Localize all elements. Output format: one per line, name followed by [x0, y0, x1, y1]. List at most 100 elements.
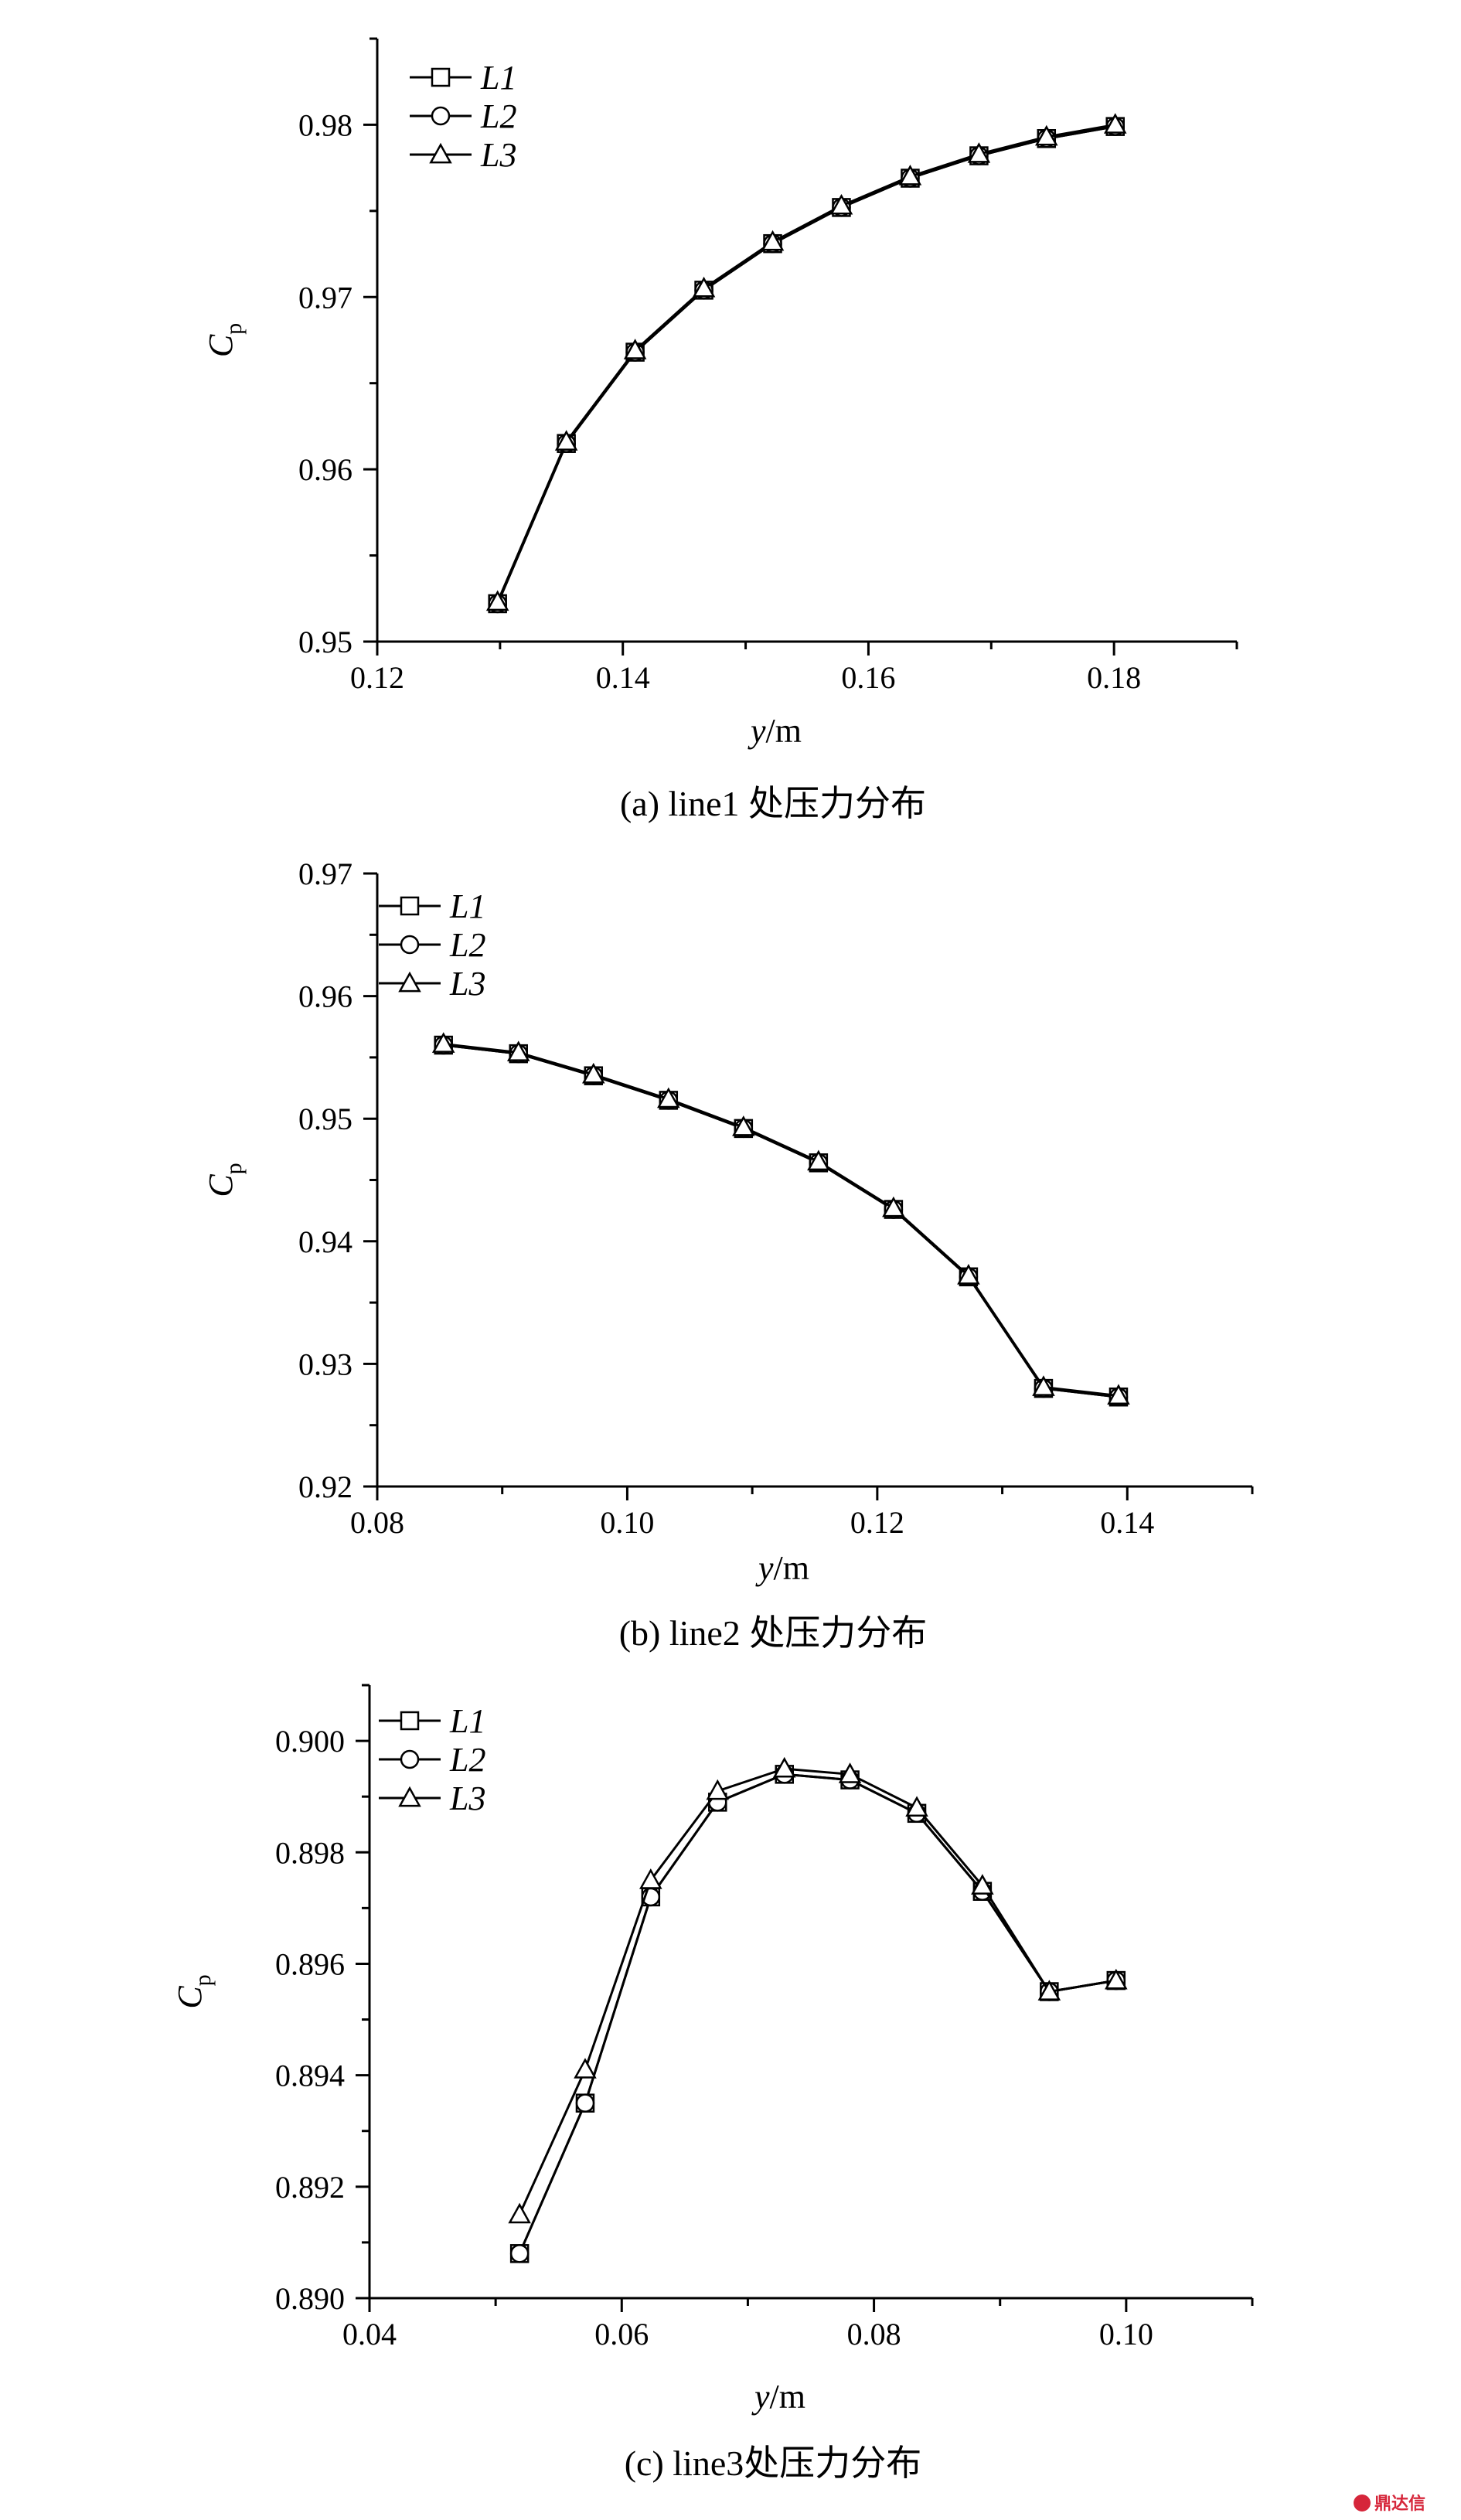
series-L1 — [488, 117, 1125, 614]
y-tick-label: 0.95 — [298, 625, 352, 659]
legend-marker — [400, 1711, 420, 1731]
y-axis-label-main: C — [171, 1986, 209, 2009]
y-axis-label: Cp — [202, 323, 247, 357]
x-tick-label: 0.16 — [841, 660, 895, 695]
chart-line2: 0.08 0.10 0.12 0.14 0.92 0.93 0.94 0.95 0.96 0.97… — [202, 856, 1254, 1653]
y-axis-label-sub: p — [221, 1163, 247, 1174]
y-tick-label: 0.892 — [275, 2170, 345, 2205]
x-axis-label-unit: /m — [766, 712, 802, 750]
data-point-L3 — [692, 276, 716, 298]
y-axis-label-sub: p — [221, 323, 247, 335]
legend-label: L2 — [449, 1741, 485, 1779]
data-point-L3 — [554, 430, 578, 451]
legend-item-L3: L3 — [379, 1779, 485, 1817]
y-axis-label-main: C — [202, 1174, 240, 1197]
chart-caption: (a) line1 处压力分布 — [620, 784, 926, 823]
data-point-L3 — [898, 165, 922, 186]
y-tick-label: 0.890 — [275, 2281, 345, 2316]
data-point-L3 — [639, 1868, 662, 1889]
series-L1 — [509, 1765, 1126, 2263]
legend-marker — [400, 1749, 420, 1769]
x-axis-label: y/m — [748, 712, 802, 750]
series-line-L2 — [443, 1044, 1119, 1398]
data-point-L3 — [1037, 1980, 1061, 2001]
chart-line3: 0.04 0.06 0.08 0.10 0.890 0.892 0.894 0.896 0.89… — [171, 1684, 1254, 2483]
data-point-L3 — [882, 1196, 905, 1217]
series-L1 — [434, 1035, 1129, 1407]
data-point-L3 — [506, 1040, 530, 1061]
series-L2 — [434, 1035, 1129, 1407]
data-point-L3 — [957, 1263, 980, 1285]
x-axis-label: y/m — [751, 2378, 805, 2416]
y-tick-label: 0.896 — [275, 1946, 345, 1981]
data-point-L3 — [967, 142, 991, 163]
y-tick-label: 0.98 — [298, 107, 352, 142]
x-tick-label: 0.04 — [342, 2317, 397, 2351]
y-tick-label: 0.96 — [298, 979, 352, 1014]
watermark-text: 鼎达信 — [1374, 2494, 1425, 2514]
x-tick-label: 0.08 — [847, 2317, 901, 2351]
legend-label: L3 — [480, 136, 516, 174]
y-tick-label: 0.898 — [275, 1835, 345, 1870]
series-L2 — [488, 117, 1125, 614]
legend-item-L2: L2 — [379, 1741, 485, 1779]
series-L3 — [485, 113, 1127, 611]
y-tick-label: 0.900 — [275, 1724, 345, 1759]
legend-marker — [400, 896, 420, 916]
x-tick-label: 0.06 — [594, 2317, 649, 2351]
data-point-L3 — [623, 339, 647, 359]
data-point-L3 — [1034, 124, 1058, 146]
data-point-L3 — [1107, 1384, 1130, 1405]
data-point-L3 — [905, 1796, 928, 1817]
data-point-L3 — [1032, 1375, 1055, 1396]
legend-item-L1: L1 — [379, 1702, 485, 1740]
x-axis-label: y/m — [755, 1549, 809, 1587]
y-tick-label: 0.95 — [298, 1102, 352, 1136]
legend-item-L1: L1 — [410, 59, 516, 97]
legend-label: L3 — [449, 1779, 485, 1817]
legend-item-L2: L2 — [410, 97, 516, 135]
legend-marker — [431, 67, 451, 87]
data-point-L3 — [581, 1062, 605, 1084]
data-point-L3 — [807, 1149, 830, 1171]
data-point-L3 — [732, 1115, 755, 1136]
legend-item-L3: L3 — [410, 136, 516, 174]
y-tick-label: 0.93 — [298, 1347, 352, 1381]
x-axis-label-unit: /m — [774, 1549, 809, 1587]
x-tick-label: 0.12 — [850, 1505, 904, 1540]
series-line-L2 — [518, 1773, 1117, 2254]
data-point-L3 — [574, 2058, 597, 2079]
x-tick-label: 0.12 — [350, 660, 404, 695]
watermark: 鼎达信 — [1354, 2494, 1425, 2514]
y-tick-label: 0.92 — [298, 1469, 352, 1504]
series-L2 — [509, 1765, 1126, 2263]
data-point-L3 — [485, 590, 509, 611]
x-axis-label-var: y — [751, 2378, 770, 2416]
x-tick-label: 0.10 — [1099, 2317, 1153, 2351]
series-line-L1 — [518, 1773, 1117, 2254]
legend-label: L2 — [480, 97, 516, 135]
series-line-L1 — [496, 125, 1115, 604]
y-axis-label: Cp — [202, 1163, 247, 1197]
chart-caption: (b) line2 处压力分布 — [619, 1613, 928, 1653]
chart-line1: 0.12 0.14 0.16 0.18 0.95 0.96 0.97 0.98 Cp y/m (a)… — [202, 37, 1238, 823]
series-L3 — [431, 1032, 1130, 1405]
data-point-L3 — [1105, 1968, 1128, 1990]
series-line-L1 — [443, 1044, 1119, 1398]
data-point-L3 — [772, 1756, 796, 1778]
x-tick-label: 0.14 — [1100, 1505, 1154, 1540]
data-point-L3 — [971, 1874, 994, 1895]
legend-marker — [398, 1786, 421, 1807]
x-tick-label: 0.18 — [1087, 660, 1141, 695]
y-axis-label-main: C — [202, 334, 240, 357]
y-tick-label: 0.894 — [275, 2059, 345, 2093]
data-point-L3 — [838, 1762, 862, 1783]
x-tick-label: 0.14 — [596, 660, 650, 695]
y-tick-label: 0.94 — [298, 1224, 352, 1259]
series-line-L3 — [443, 1043, 1119, 1398]
y-tick-label: 0.97 — [298, 280, 352, 315]
data-point-L3 — [1103, 113, 1127, 134]
